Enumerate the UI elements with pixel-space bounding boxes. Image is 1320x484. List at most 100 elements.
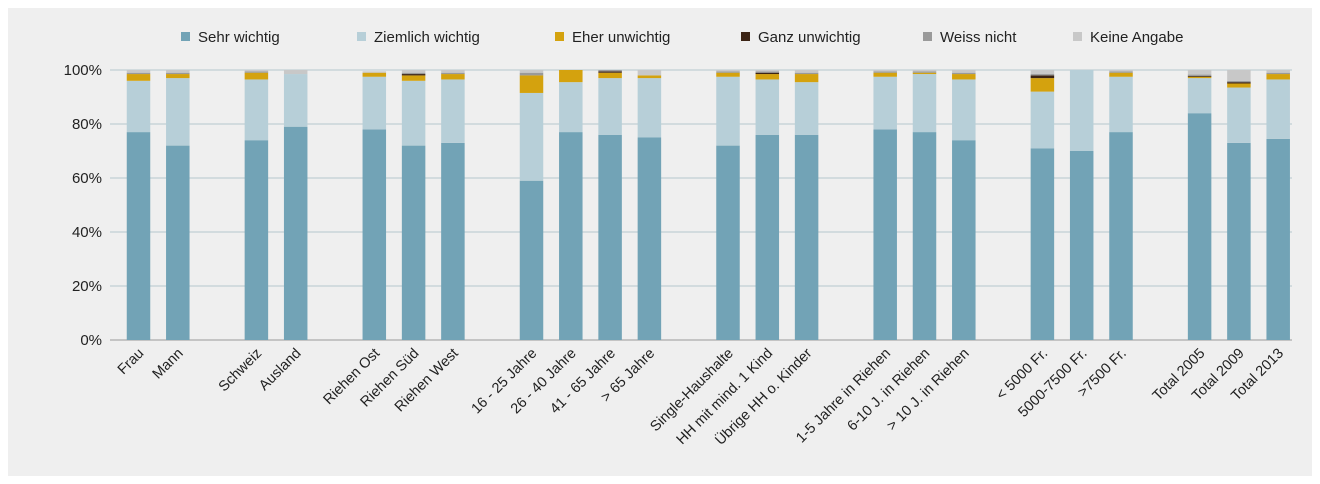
bar-segment bbox=[559, 132, 583, 340]
bar-segment bbox=[873, 129, 897, 340]
bar-segment bbox=[519, 70, 544, 73]
bar-segment bbox=[1109, 132, 1133, 340]
bar-segment bbox=[1187, 78, 1212, 114]
bar-segment bbox=[1266, 138, 1290, 340]
bar-segment bbox=[598, 70, 622, 72]
bar-segment bbox=[401, 75, 426, 81]
bar-segment bbox=[1187, 75, 1212, 77]
bar-segment bbox=[1227, 142, 1251, 340]
bar-segment bbox=[1187, 74, 1212, 76]
bar-segment bbox=[126, 74, 151, 81]
bar-segment bbox=[598, 71, 622, 73]
bar-segment bbox=[126, 72, 151, 75]
x-category-label: Ausland bbox=[256, 346, 304, 394]
legend-swatch bbox=[741, 32, 750, 41]
bar-segment bbox=[362, 72, 387, 77]
bar-segment bbox=[1030, 75, 1055, 79]
y-tick-label: 80% bbox=[72, 116, 102, 133]
bar-segment bbox=[244, 72, 269, 80]
bar-segment bbox=[559, 82, 583, 133]
bar-segment bbox=[952, 79, 976, 141]
bar-segment bbox=[716, 70, 740, 72]
bar-segment bbox=[794, 74, 819, 83]
bar-segment bbox=[1069, 70, 1094, 151]
bar-segment bbox=[952, 70, 976, 73]
bar-segment bbox=[716, 145, 740, 340]
bar-segment bbox=[126, 80, 151, 133]
bar-segment bbox=[794, 134, 819, 340]
bar-segment bbox=[1266, 72, 1290, 75]
bar-segment bbox=[952, 74, 976, 80]
bar-segment bbox=[441, 72, 465, 75]
bar-segment bbox=[1109, 70, 1133, 72]
bar-segment bbox=[1187, 113, 1212, 340]
bar-segment bbox=[1069, 151, 1094, 340]
bar-segment bbox=[244, 70, 269, 72]
legend-label: Sehr wichtig bbox=[198, 29, 280, 46]
bar-segment bbox=[1109, 72, 1133, 77]
y-tick-label: 20% bbox=[72, 278, 102, 295]
bar-segment bbox=[126, 70, 151, 73]
x-category-label: Frau bbox=[115, 346, 147, 378]
bar-segment bbox=[441, 74, 465, 80]
x-category-label: Schweiz bbox=[216, 346, 265, 395]
bar-segment bbox=[1109, 71, 1133, 73]
bar-segment bbox=[401, 80, 426, 146]
y-tick-label: 60% bbox=[72, 170, 102, 187]
legend-label: Ziemlich wichtig bbox=[374, 29, 480, 46]
bar-segment bbox=[1030, 74, 1055, 76]
bar-segment bbox=[794, 70, 819, 73]
bar-segment bbox=[1266, 79, 1290, 139]
bar-segment bbox=[166, 78, 190, 146]
bar-segment bbox=[401, 74, 426, 76]
bar-segment bbox=[755, 79, 780, 135]
legend-swatch bbox=[555, 32, 564, 41]
bar-segment bbox=[362, 71, 387, 73]
x-category-label: 5000-7500 Fr. bbox=[1015, 346, 1090, 421]
bar-segment bbox=[559, 70, 583, 83]
bar-segment bbox=[952, 72, 976, 75]
bar-segment bbox=[244, 71, 269, 73]
bar-segment bbox=[362, 76, 387, 130]
legend-label: Eher unwichtig bbox=[572, 29, 670, 46]
bar-segment bbox=[637, 137, 662, 340]
bar-segment bbox=[1187, 76, 1212, 79]
bar-segment bbox=[755, 72, 780, 75]
bar-segment bbox=[912, 71, 937, 73]
bar-segment bbox=[519, 180, 544, 340]
bar-segment bbox=[401, 70, 426, 73]
bar-segment bbox=[1266, 74, 1290, 80]
bar-segment bbox=[1227, 80, 1251, 83]
bar-segment bbox=[401, 145, 426, 340]
bar-segment bbox=[166, 72, 190, 75]
legend-label: Keine Angabe bbox=[1090, 29, 1183, 46]
legend-swatch bbox=[357, 32, 366, 41]
bar-segment bbox=[244, 79, 269, 141]
bar-segment bbox=[166, 145, 190, 340]
bar-segment bbox=[244, 140, 269, 340]
bar-segment bbox=[1227, 70, 1251, 81]
bar-segment bbox=[283, 126, 308, 340]
bar-segment bbox=[166, 70, 190, 73]
bar-segment bbox=[912, 72, 937, 75]
bar-segment bbox=[755, 134, 780, 340]
bar-segment bbox=[1227, 82, 1251, 84]
bar-segment bbox=[401, 72, 426, 75]
bar-segment bbox=[912, 74, 937, 133]
bar-segment bbox=[1030, 91, 1055, 149]
bar-segment bbox=[912, 132, 937, 340]
bar-segment bbox=[873, 72, 897, 77]
bar-segment bbox=[755, 70, 780, 72]
legend-label: Ganz unwichtig bbox=[758, 29, 861, 46]
bar-segment bbox=[441, 142, 465, 340]
bar-segment bbox=[166, 74, 190, 79]
legend-swatch bbox=[181, 32, 190, 41]
y-tick-label: 40% bbox=[72, 224, 102, 241]
bar-segment bbox=[1266, 70, 1290, 73]
bar-segment bbox=[637, 78, 662, 138]
bar-segment bbox=[873, 71, 897, 73]
bar-segment bbox=[755, 74, 780, 80]
bar-segment bbox=[519, 92, 544, 181]
legend-swatch bbox=[1073, 32, 1082, 41]
bar-segment bbox=[1109, 76, 1133, 133]
